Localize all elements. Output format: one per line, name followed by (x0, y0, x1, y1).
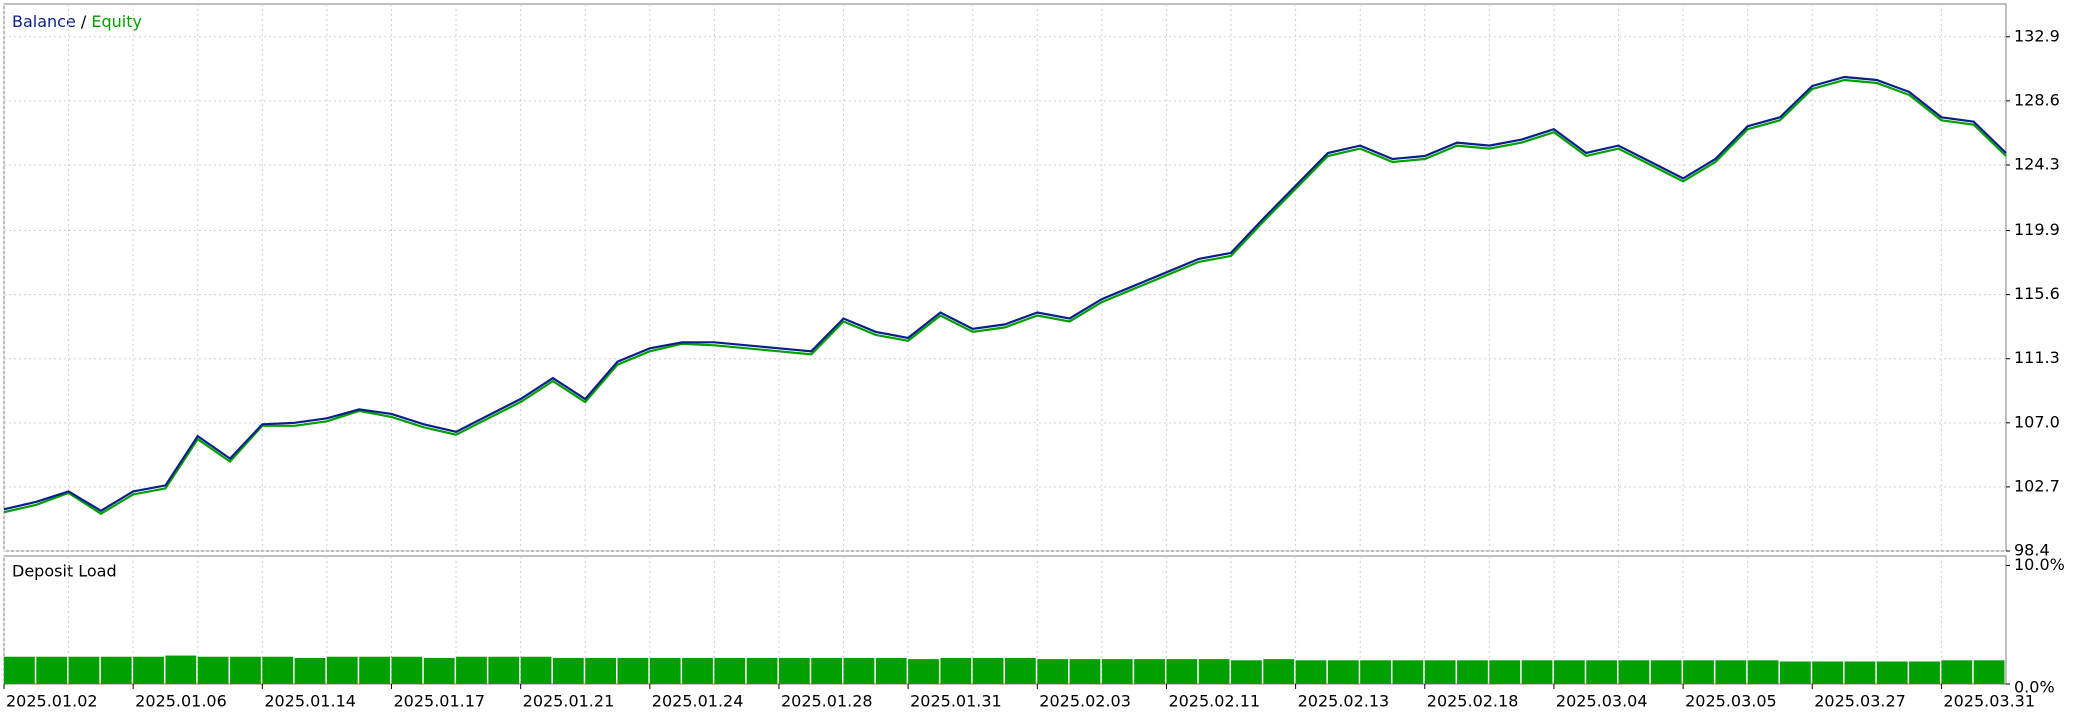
y-tick-label: 107.0 (2014, 412, 2060, 431)
load-bar (1941, 660, 1973, 684)
load-bar (1715, 660, 1747, 684)
load-bar (1521, 660, 1553, 684)
load-bar (1489, 660, 1521, 684)
legend-separator: / (76, 12, 92, 31)
load-bar (359, 656, 390, 684)
load-bar (552, 657, 584, 684)
load-bar (714, 657, 746, 684)
load-bar (1360, 660, 1391, 684)
load-bar (36, 656, 68, 684)
y-tick-label: 124.3 (2014, 154, 2060, 173)
load-bar (230, 656, 261, 684)
y-tick-label: 132.9 (2014, 26, 2060, 45)
load-bar (1812, 661, 1844, 684)
x-tick-label: 2025.01.02 (6, 692, 98, 711)
x-tick-label: 2025.03.27 (1814, 692, 1906, 711)
load-bar (1327, 660, 1359, 684)
load-bar (649, 657, 681, 684)
load-bar (746, 657, 778, 684)
load-bar (811, 657, 843, 684)
y-tick-label: 98.4 (2014, 541, 2050, 560)
load-bar (520, 656, 552, 684)
load-bar (1844, 661, 1876, 684)
x-tick-label: 2025.02.03 (1039, 692, 1131, 711)
load-bar (262, 656, 294, 684)
load-bar (1424, 660, 1456, 684)
series-line (3, 75, 2007, 513)
x-tick-label: 2025.01.28 (781, 692, 873, 711)
y-tick-label: 128.6 (2014, 90, 2060, 109)
load-bar (908, 659, 939, 684)
load-bar (1263, 659, 1295, 684)
load-bar (68, 656, 100, 684)
load-bar (1553, 660, 1585, 684)
load-bar (100, 656, 132, 684)
load-bar (1586, 660, 1618, 684)
load-bar (617, 657, 649, 684)
load-bar (1618, 660, 1650, 684)
x-tick-label: 2025.01.21 (523, 692, 615, 711)
load-bar (1134, 659, 1165, 684)
load-bar (1295, 660, 1327, 684)
x-tick-label: 2025.02.18 (1427, 692, 1519, 711)
price-panel (3, 3, 2007, 552)
load-bar (843, 657, 875, 684)
load-bar (423, 657, 455, 684)
y-tick-label: 115.6 (2014, 284, 2060, 303)
load-bar (1392, 660, 1424, 684)
load-bar (875, 657, 907, 684)
load-bar (1876, 661, 1908, 684)
load-bar (1973, 660, 2005, 684)
load-bar (326, 656, 358, 684)
x-tick-label: 2025.03.31 (1943, 692, 2035, 711)
load-bar (1198, 659, 1230, 684)
x-tick-label: 2025.01.24 (652, 692, 744, 711)
load-bar (778, 657, 810, 684)
load-bar (682, 657, 713, 684)
load-bar (940, 657, 972, 684)
load-bar (1457, 660, 1488, 684)
load-bar (972, 657, 1004, 684)
legend-balance: Balance (12, 12, 76, 31)
load-bar (1005, 657, 1036, 684)
load-bar (1069, 659, 1101, 684)
load-bar (1166, 659, 1198, 684)
x-tick-label: 2025.01.31 (910, 692, 1002, 711)
x-tick-label: 2025.03.05 (1685, 692, 1777, 711)
legend-equity: Equity (91, 12, 142, 31)
load-bar (1747, 660, 1779, 684)
x-tick-label: 2025.02.11 (1168, 692, 1260, 711)
load-bar (133, 656, 164, 684)
load-title: Deposit Load (12, 562, 117, 581)
y-tick-label: 111.3 (2014, 348, 2060, 367)
load-bar (1909, 661, 1940, 684)
x-tick-label: 2025.01.06 (135, 692, 227, 711)
load-bar (1779, 661, 1811, 684)
load-bar (1037, 659, 1069, 684)
load-bar (391, 656, 423, 684)
load-bar (4, 656, 35, 684)
x-tick-label: 2025.03.04 (1556, 692, 1648, 711)
load-bar (456, 656, 487, 684)
load-bar (165, 655, 197, 684)
series-line (3, 78, 2007, 515)
y-tick-label: 10.0% (2014, 555, 2065, 574)
load-bar (1231, 660, 1262, 684)
x-tick-label: 2025.01.14 (264, 692, 356, 711)
load-bar (1683, 660, 1714, 684)
load-bar (1650, 660, 1682, 684)
x-tick-label: 2025.02.13 (1298, 692, 1390, 711)
y-tick-label: 119.9 (2014, 220, 2060, 239)
load-bar (488, 656, 520, 684)
load-bar (1101, 659, 1133, 684)
load-bar (585, 657, 617, 684)
y-tick-label: 102.7 (2014, 476, 2060, 495)
x-tick-label: 2025.01.17 (393, 692, 485, 711)
load-bar (294, 657, 326, 684)
y-tick-label: 0.0% (2014, 678, 2055, 697)
legend: Balance / Equity (12, 12, 142, 31)
load-bar (197, 656, 229, 684)
